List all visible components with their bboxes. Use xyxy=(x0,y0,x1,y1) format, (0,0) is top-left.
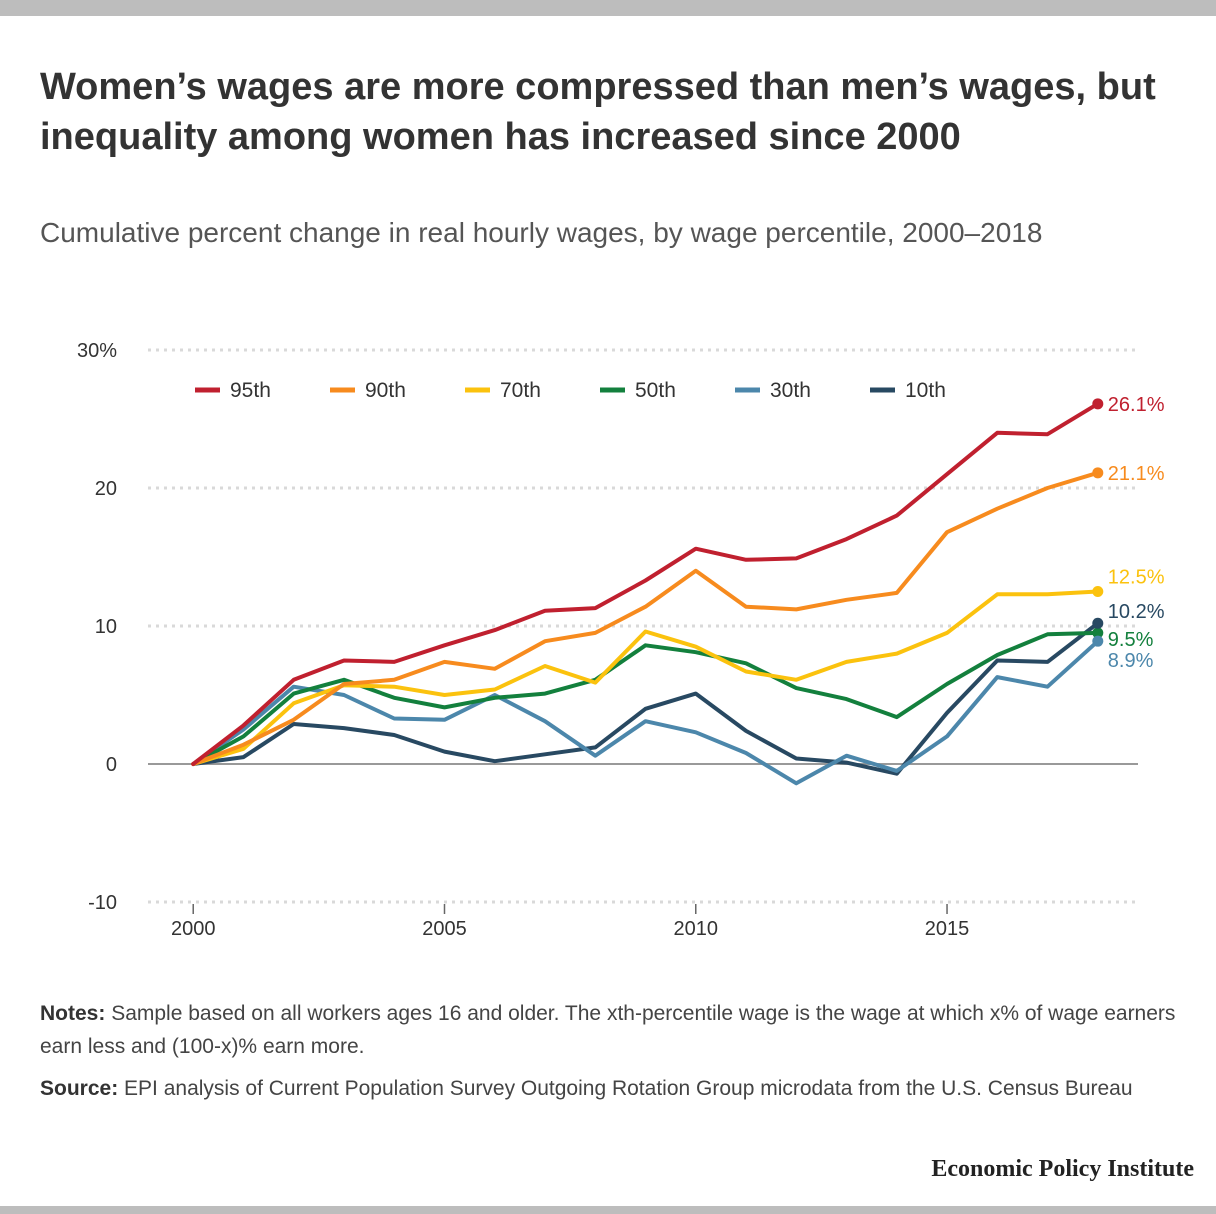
series-endpoint xyxy=(1092,635,1104,647)
series-line xyxy=(191,401,1100,766)
x-tick-label: 2010 xyxy=(674,918,719,940)
series-endpoint xyxy=(1092,627,1104,639)
series-endpoint xyxy=(1092,467,1104,479)
series-line xyxy=(191,639,1100,786)
legend-label: 50th xyxy=(635,379,676,402)
legend-label: 10th xyxy=(905,379,946,402)
end-value-label: 10.2% xyxy=(1108,601,1165,623)
notes-lead: Notes: xyxy=(40,1002,106,1025)
series-line xyxy=(191,621,1100,776)
series-endpoint xyxy=(1092,398,1104,410)
notes: Notes: Sample based on all workers ages … xyxy=(40,997,1180,1063)
chart-subtitle: Cumulative percent change in real hourly… xyxy=(40,217,1043,248)
series-endpoint xyxy=(1092,586,1104,597)
y-tick-label: 0 xyxy=(106,754,117,776)
source: Source: EPI analysis of Current Populati… xyxy=(40,1072,1180,1105)
y-tick-label: 10 xyxy=(95,616,117,638)
source-text: EPI analysis of Current Population Surve… xyxy=(124,1077,1133,1100)
legend-label: 70th xyxy=(500,379,541,402)
series-endpoint xyxy=(1092,617,1104,629)
series-line xyxy=(191,589,1100,766)
y-tick-label: -10 xyxy=(88,892,117,914)
legend-label: 90th xyxy=(365,379,406,402)
series-line xyxy=(191,630,1100,766)
notes-text: Sample based on all workers ages 16 and … xyxy=(40,1002,1176,1058)
end-value-label: 9.5% xyxy=(1108,629,1154,651)
legend-label: 95th xyxy=(230,379,271,402)
line-chart: -10 0 10 20 30% 2000 2005 2010 2015 95th 90th 70th 5… xyxy=(77,340,1165,940)
brand-logo: Economic Policy Institute xyxy=(931,1156,1194,1182)
x-tick-label: 2000 xyxy=(171,918,216,940)
end-value-label: 12.5% xyxy=(1108,567,1165,589)
x-tick-label: 2005 xyxy=(422,918,467,940)
legend-label: 30th xyxy=(770,379,811,402)
y-tick-label: 20 xyxy=(95,478,117,500)
x-tick-label: 2015 xyxy=(925,918,970,940)
top-border xyxy=(0,0,1216,16)
end-value-label: 21.1% xyxy=(1108,463,1165,485)
end-value-label: 26.1% xyxy=(1108,394,1165,416)
y-tick-label: 30% xyxy=(77,340,117,362)
series-line xyxy=(191,470,1100,766)
end-value-label: 8.9% xyxy=(1108,650,1154,672)
source-lead: Source: xyxy=(40,1077,119,1100)
chart-title: Women’s wages are more compressed than m… xyxy=(40,66,1156,158)
bottom-border xyxy=(0,1206,1216,1214)
